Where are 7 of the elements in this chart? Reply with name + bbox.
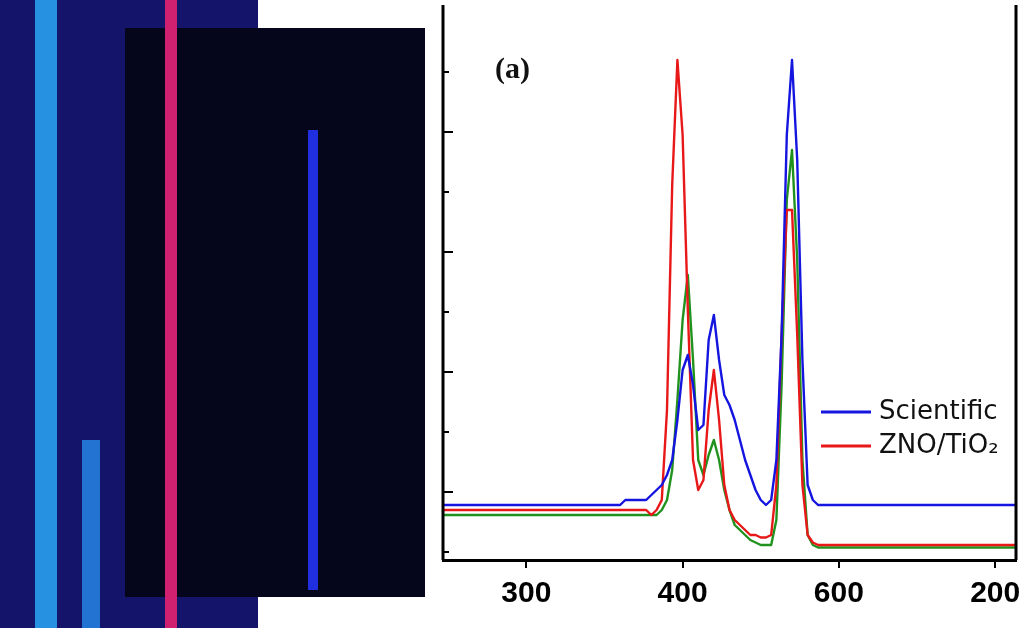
x-tick-label: 300 bbox=[501, 575, 552, 609]
x-tick-label: 400 bbox=[657, 575, 708, 609]
legend-label: Scientific bbox=[879, 394, 998, 425]
x-tick-label: 200 bbox=[970, 575, 1021, 609]
annotation: (a) bbox=[495, 50, 530, 85]
x-tick-label: 600 bbox=[813, 575, 864, 609]
legend-label: ZNO/TiO₂ bbox=[879, 428, 999, 459]
